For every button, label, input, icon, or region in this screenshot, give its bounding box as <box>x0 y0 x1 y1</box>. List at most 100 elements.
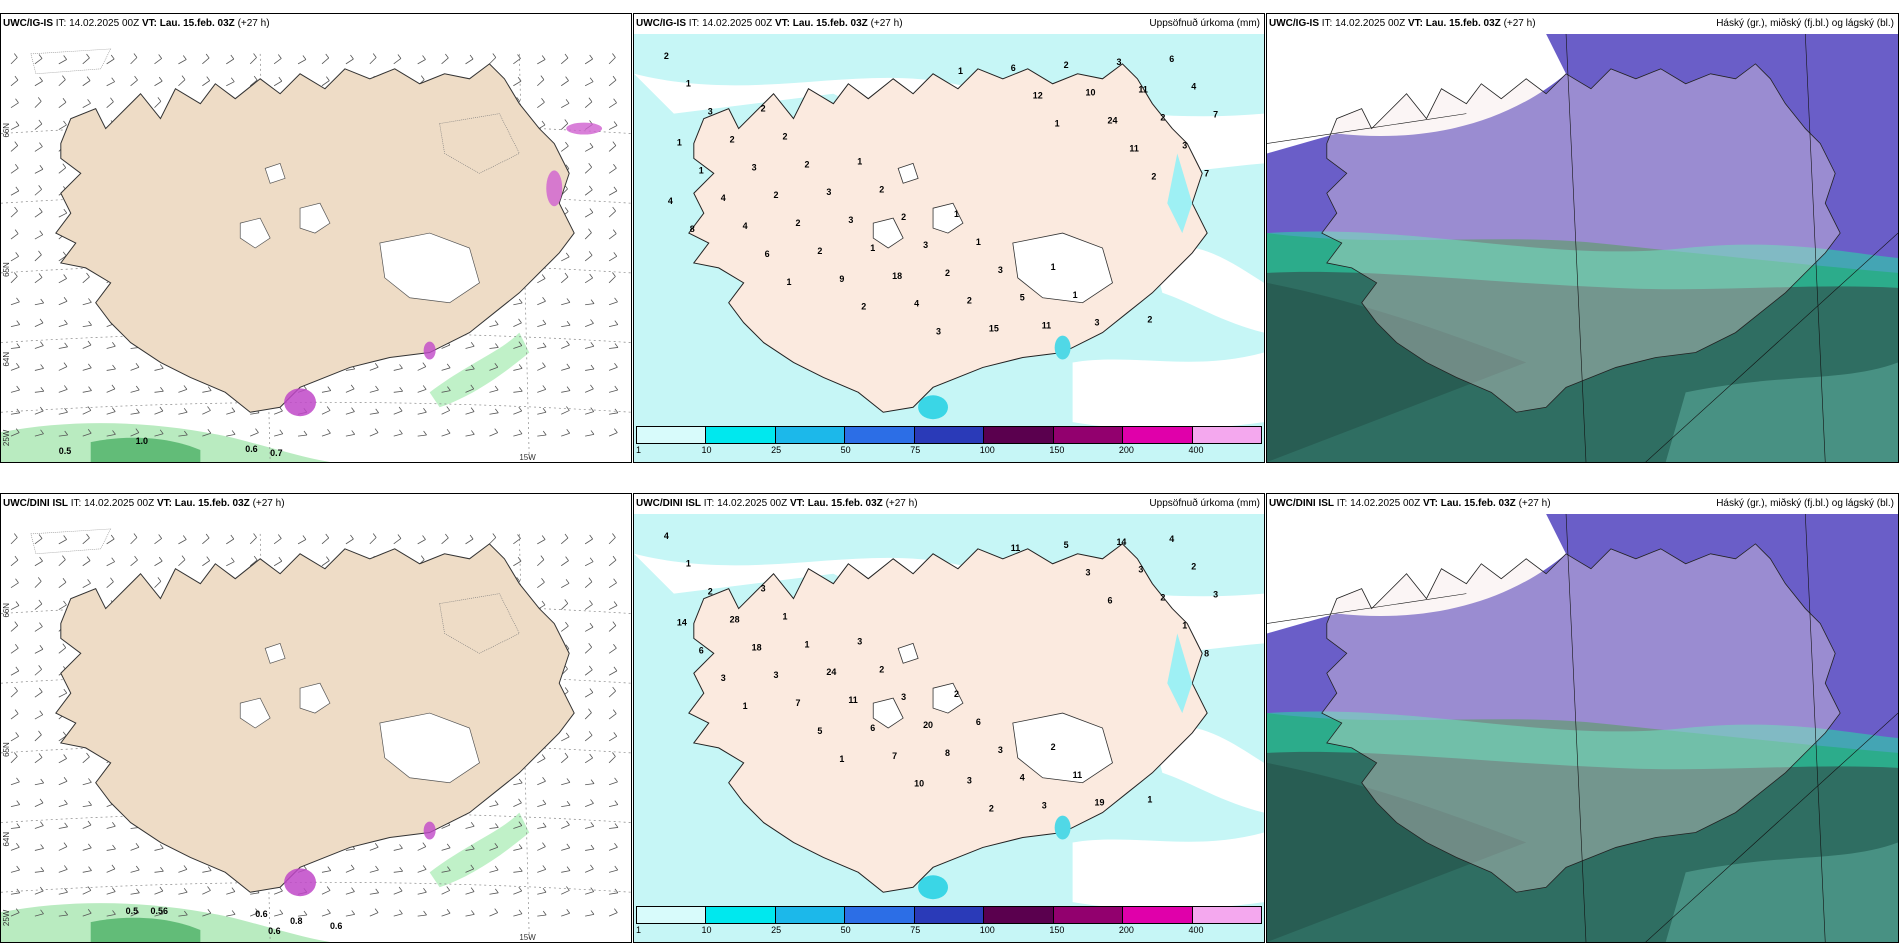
colorbar-tick: 25 <box>771 925 782 935</box>
precip-value: 10 <box>914 779 924 789</box>
wind-value-label: 0.56 <box>151 906 168 916</box>
precip-value: 2 <box>861 302 866 312</box>
precip-value: 6 <box>1011 63 1016 73</box>
colorbar-swatches <box>636 426 1262 444</box>
precip-value: 18 <box>892 271 902 281</box>
precip-value: 2 <box>804 159 809 169</box>
cloud-map[interactable] <box>1267 34 1898 462</box>
precip-value: 20 <box>923 720 933 730</box>
colorbar-tick: 200 <box>1118 445 1134 455</box>
precip-value: 2 <box>879 664 884 674</box>
precip-value: 3 <box>1213 590 1218 600</box>
colorbar-tick: 50 <box>840 925 851 935</box>
graticule-label: 66N <box>2 603 11 618</box>
precip-value: 24 <box>826 667 836 677</box>
precip-value: 15 <box>989 324 999 334</box>
precip-panel-top: UWC/IG-IS IT: 14.02.2025 00Z VT: Lau. 15… <box>633 13 1265 463</box>
colorbar-tick: 25 <box>771 445 782 455</box>
cloud-panel-top: UWC/IG-IS IT: 14.02.2025 00Z VT: Lau. 15… <box>1266 13 1899 463</box>
precip-value: 8 <box>945 748 950 758</box>
precip-value: 2 <box>708 587 713 597</box>
precip-value: 3 <box>998 745 1003 755</box>
precip-value: 2 <box>1160 113 1165 123</box>
panel-header: UWC/IG-IS IT: 14.02.2025 00Z VT: Lau. 15… <box>1 14 631 34</box>
colorbar-tick: 400 <box>1188 925 1204 935</box>
precip-value: 6 <box>1169 54 1174 64</box>
precip-value: 2 <box>967 296 972 306</box>
precip-map-canvas: 4332211126114213319228242041431811833143… <box>634 514 1264 942</box>
precip-value: 7 <box>1213 110 1218 120</box>
wind-value-label: 1.0 <box>136 436 148 446</box>
precip-value: 6 <box>976 717 981 727</box>
wind-map-canvas: 66N 65N 64N 25W 15W 0.5 1.0 0.6 0.7 <box>1 34 631 462</box>
precip-value: 14 <box>677 617 687 627</box>
colorbar-swatches <box>636 906 1262 924</box>
precip-value: 1 <box>804 639 809 649</box>
wind-value-label: 0.8 <box>290 916 302 926</box>
precip-value: 2 <box>1051 742 1056 752</box>
precip-value: 1 <box>958 66 963 76</box>
colorbar-swatch <box>1053 907 1124 923</box>
precip-value: 3 <box>826 187 831 197</box>
precip-map[interactable]: 4 3 3 2 2 1 1 1 2 6 11 4 2 1 3 3 19 2 28 24 20 4 14 3 18 11 8 3 3 14 3… <box>634 514 1264 942</box>
precip-value: 1 <box>677 137 682 147</box>
wind-panel-top: UWC/IG-IS IT: 14.02.2025 00Z VT: Lau. 15… <box>0 13 632 463</box>
colorbar-tick: 100 <box>979 445 995 455</box>
precip-value: 1 <box>954 209 959 219</box>
colorbar-tick: 50 <box>840 445 851 455</box>
graticule-label: 66N <box>2 123 11 138</box>
colorbar-tick: 10 <box>701 445 712 455</box>
precip-value: 3 <box>1042 801 1047 811</box>
precip-value: 3 <box>1086 568 1091 578</box>
colorbar-swatch <box>775 427 846 443</box>
precip-value: 1 <box>976 237 981 247</box>
colorbar-tick: 400 <box>1188 445 1204 455</box>
graticule-label: 15W <box>519 453 536 462</box>
precip-value: 8 <box>690 224 695 234</box>
precip-colorbar: 1 10 25 50 75 100 150 200 400 <box>636 906 1262 940</box>
graticule-label: 65N <box>2 262 11 277</box>
panel-header: UWC/IG-IS IT: 14.02.2025 00Z VT: Lau. 15… <box>1267 14 1898 34</box>
precip-value: 3 <box>1116 57 1121 67</box>
precip-value: 1 <box>1147 795 1152 805</box>
precip-value: 1 <box>1073 290 1078 300</box>
colorbar-swatch <box>1192 907 1261 923</box>
colorbar-swatch <box>706 427 776 443</box>
wind-panel-bottom: UWC/DINI ISL IT: 14.02.2025 00Z VT: Lau.… <box>0 493 632 943</box>
precip-value: 1 <box>1055 119 1060 129</box>
precip-value: 1 <box>857 156 862 166</box>
cloud-map[interactable] <box>1267 514 1898 942</box>
colorbar-tick: 200 <box>1118 925 1134 935</box>
precip-value: 1 <box>870 243 875 253</box>
graticule-label: 65N <box>2 742 11 757</box>
graticule-label: 64N <box>2 352 11 367</box>
precip-value: 2 <box>879 184 884 194</box>
colorbar-swatch <box>1123 907 1193 923</box>
precip-value: 3 <box>1138 565 1143 575</box>
precip-value: 6 <box>1107 596 1112 606</box>
precip-value: 2 <box>945 268 950 278</box>
cloud-map-canvas <box>1267 34 1898 462</box>
wind-map[interactable]: 66N 65N 64N 25W 15W 0.5 0.56 0.6 0.8 0.6 0.6 <box>1 514 631 942</box>
precip-value: 11 <box>1138 85 1147 95</box>
precip-value: 2 <box>1191 562 1196 572</box>
colorbar-swatch <box>914 907 985 923</box>
precip-value: 4 <box>668 196 673 206</box>
wind-map[interactable]: 66N 65N 64N 25W 15W 0.5 1.0 0.6 0.7 <box>1 34 631 462</box>
precip-value: 5 <box>1020 293 1025 303</box>
colorbar-tick: 75 <box>910 445 921 455</box>
graticule-label: 25W <box>2 909 11 926</box>
precip-value: 11 <box>848 695 857 705</box>
precip-value: 1 <box>686 559 691 569</box>
precip-value: 1 <box>787 277 792 287</box>
precip-map[interactable]: 2 2 1 1 1 2 1 2 2 1 1 6 3 2 2 3 3 4 2 3 3 5 3 7 3 3 2 11 11 1 2 1 2 2 2 1 2 1… <box>634 34 1264 462</box>
colorbar-swatch <box>1123 427 1193 443</box>
colorbar-swatch <box>1053 427 1124 443</box>
graticule-label: 25W <box>2 429 11 446</box>
precip-value: 4 <box>1169 534 1174 544</box>
colorbar-tick: 150 <box>1049 925 1065 935</box>
precip-value: 28 <box>730 614 740 624</box>
precip-value: 3 <box>923 240 928 250</box>
colorbar-ticks: 1 10 25 50 75 100 150 200 400 <box>636 924 1262 936</box>
colorbar-swatch <box>1192 427 1261 443</box>
